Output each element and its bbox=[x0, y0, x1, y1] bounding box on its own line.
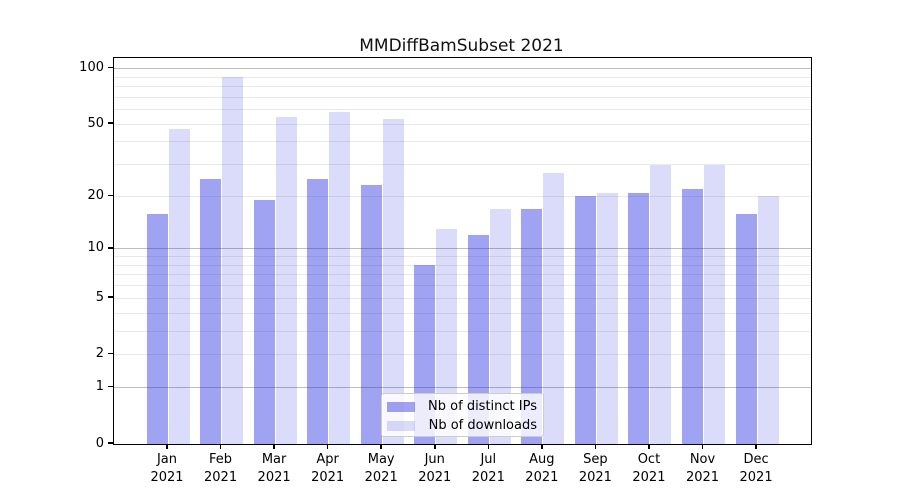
plot-area bbox=[113, 57, 812, 445]
y-gridline-major bbox=[114, 68, 811, 70]
x-tick-mark bbox=[219, 444, 222, 449]
x-tick-label-jun: Jun 2021 bbox=[418, 452, 452, 485]
bar-downloads-jun bbox=[436, 229, 458, 444]
bar-distinct-ips-apr bbox=[307, 178, 329, 444]
y-gridline-minor bbox=[114, 274, 811, 276]
y-gridline-minor bbox=[114, 109, 811, 111]
legend-swatch-distinct-ips bbox=[387, 401, 415, 412]
bar-downloads-jul bbox=[489, 208, 511, 444]
bar-downloads-apr bbox=[329, 112, 351, 444]
bar-distinct-ips-jul bbox=[467, 235, 489, 444]
legend-label-distinct-ips: Nb of distinct IPs bbox=[428, 399, 537, 414]
y-gridline-minor bbox=[114, 164, 811, 166]
x-tick-label-aug: Aug 2021 bbox=[525, 452, 559, 485]
bar-downloads-dec bbox=[757, 196, 779, 444]
bar-downloads-nov bbox=[704, 164, 725, 444]
x-tick-label-jul: Jul 2021 bbox=[471, 452, 505, 485]
x-tick-label-dec: Dec 2021 bbox=[739, 452, 773, 485]
bar-downloads-oct bbox=[650, 164, 672, 444]
legend-entry-downloads: Nb of downloads bbox=[387, 417, 537, 434]
y-tick-mark bbox=[108, 442, 113, 444]
x-tick-mark bbox=[166, 444, 168, 449]
y-tick-label: 50 bbox=[87, 115, 104, 131]
y-tick-label: 10 bbox=[87, 240, 104, 256]
y-gridline-minor bbox=[114, 76, 811, 78]
y-gridline-minor bbox=[114, 264, 811, 266]
bar-downloads-jan bbox=[168, 129, 190, 444]
y-tick-label: 1 bbox=[95, 379, 104, 395]
y-tick-label: 0 bbox=[95, 435, 104, 451]
x-tick-label-may: May 2021 bbox=[364, 452, 398, 485]
bar-distinct-ips-jan bbox=[146, 213, 168, 444]
y-gridline-minor bbox=[114, 86, 811, 87]
y-tick-mark bbox=[108, 194, 113, 197]
bar-distinct-ips-oct bbox=[628, 192, 650, 444]
bar-downloads-sep bbox=[596, 192, 618, 444]
y-tick-mark bbox=[108, 352, 113, 355]
x-tick-mark bbox=[594, 444, 597, 449]
bar-downloads-aug bbox=[543, 172, 565, 444]
x-tick-label-jan: Jan 2021 bbox=[150, 452, 184, 485]
y-tick-label: 20 bbox=[87, 187, 104, 203]
x-tick-label-mar: Mar 2021 bbox=[257, 452, 291, 485]
y-gridline-minor bbox=[114, 256, 811, 258]
bar-downloads-may bbox=[382, 119, 404, 444]
x-tick-mark bbox=[380, 444, 382, 449]
x-tick-mark bbox=[326, 444, 329, 449]
bar-distinct-ips-sep bbox=[574, 196, 596, 444]
x-tick-mark bbox=[541, 444, 543, 449]
x-tick-label-feb: Feb 2021 bbox=[204, 452, 238, 485]
legend-swatch-downloads bbox=[387, 420, 415, 431]
y-gridline-minor bbox=[114, 354, 811, 356]
x-tick-label-sep: Sep 2021 bbox=[578, 452, 612, 485]
bar-distinct-ips-nov bbox=[682, 188, 703, 444]
x-tick-mark bbox=[701, 444, 704, 449]
legend: Nb of distinct IPs Nb of downloads bbox=[381, 393, 544, 437]
y-tick-mark bbox=[108, 247, 113, 249]
bar-distinct-ips-feb bbox=[200, 178, 222, 444]
y-gridline-minor bbox=[114, 123, 811, 125]
y-tick-mark bbox=[108, 122, 113, 124]
y-gridline-minor bbox=[114, 141, 811, 143]
bar-downloads-feb bbox=[222, 77, 244, 444]
y-tick-mark bbox=[108, 66, 113, 69]
bar-distinct-ips-aug bbox=[521, 208, 543, 444]
bar-distinct-ips-dec bbox=[735, 213, 757, 444]
bar-distinct-ips-may bbox=[360, 185, 382, 444]
y-tick-label: 5 bbox=[95, 289, 104, 305]
y-tick-label: 100 bbox=[79, 60, 104, 76]
chart-title: MMDiffBamSubset 2021 bbox=[359, 36, 564, 56]
x-tick-mark bbox=[434, 444, 436, 449]
y-gridline-minor bbox=[114, 96, 811, 98]
y-gridline-major bbox=[114, 248, 811, 250]
y-gridline-minor bbox=[114, 285, 811, 287]
y-gridline-major bbox=[114, 387, 811, 389]
x-tick-label-nov: Nov 2021 bbox=[685, 452, 720, 485]
x-tick-mark bbox=[487, 444, 490, 449]
y-tick-mark bbox=[108, 385, 113, 388]
bar-distinct-ips-mar bbox=[253, 200, 275, 444]
bar-downloads-mar bbox=[275, 116, 297, 444]
x-tick-mark bbox=[648, 444, 650, 449]
legend-entry-distinct-ips: Nb of distinct IPs bbox=[387, 398, 537, 415]
x-tick-mark bbox=[273, 444, 275, 449]
y-gridline-minor bbox=[114, 312, 811, 314]
y-tick-label: 2 bbox=[95, 346, 104, 362]
y-gridline-minor bbox=[114, 195, 811, 197]
legend-label-downloads: Nb of downloads bbox=[428, 418, 537, 433]
y-gridline-minor bbox=[114, 330, 811, 332]
x-tick-label-oct: Oct 2021 bbox=[632, 452, 666, 485]
x-tick-mark bbox=[755, 444, 757, 449]
x-tick-label-apr: Apr 2021 bbox=[311, 452, 345, 485]
y-gridline-minor bbox=[114, 297, 811, 299]
y-tick-mark bbox=[108, 296, 113, 298]
